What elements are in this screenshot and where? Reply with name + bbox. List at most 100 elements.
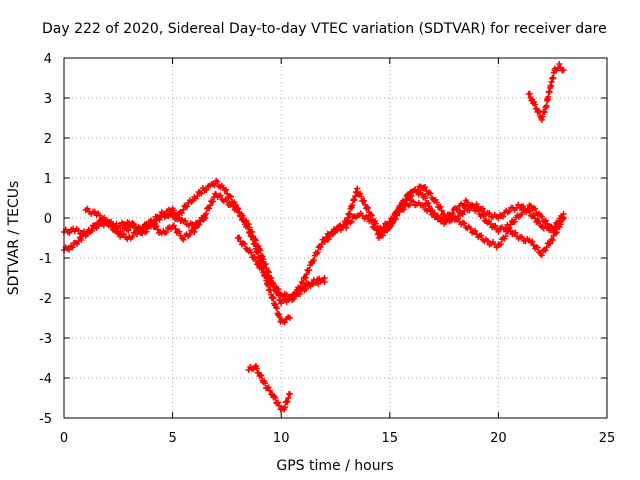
data-point — [263, 272, 270, 279]
data-point — [531, 101, 538, 108]
data-point — [506, 208, 513, 215]
data-point — [286, 391, 293, 397]
data-point — [357, 190, 364, 197]
data-point — [542, 247, 549, 254]
data-point — [464, 199, 471, 206]
data-point — [251, 253, 258, 260]
data-point — [88, 227, 95, 234]
data-point — [406, 201, 413, 208]
data-point — [425, 200, 432, 207]
chart-title: Day 222 of 2020, Sidereal Day-to-day VTE… — [42, 21, 607, 37]
data-point — [75, 237, 82, 244]
data-point — [390, 216, 397, 223]
data-point — [257, 247, 264, 254]
data-point — [167, 208, 174, 215]
data-point — [422, 184, 429, 191]
data-point — [309, 280, 316, 287]
data-point — [478, 232, 485, 239]
data-point — [487, 221, 494, 228]
data-point — [254, 261, 261, 268]
data-point — [178, 210, 185, 217]
data-point — [276, 402, 283, 409]
data-point — [343, 224, 350, 231]
data-point — [512, 229, 519, 236]
data-point — [361, 197, 368, 204]
data-point — [397, 204, 404, 211]
data-point — [162, 211, 169, 218]
data-point — [101, 214, 108, 221]
series-satellite-arc-B — [61, 191, 328, 307]
data-point — [358, 193, 365, 200]
data-point — [203, 187, 210, 194]
data-point — [265, 269, 272, 276]
data-point — [306, 266, 313, 273]
data-point — [515, 201, 522, 208]
data-point — [389, 219, 396, 226]
data-point — [239, 212, 246, 219]
data-point — [211, 182, 218, 189]
data-point — [175, 211, 182, 218]
data-point — [369, 212, 376, 219]
data-point — [529, 238, 536, 245]
y-tick-label: -4 — [39, 372, 52, 387]
y-tick-label: -5 — [39, 412, 52, 427]
x-tick-label: 20 — [490, 431, 507, 446]
data-point — [321, 279, 328, 285]
data-point — [393, 212, 400, 219]
data-point — [524, 205, 531, 212]
data-point — [66, 246, 73, 253]
data-point — [386, 224, 393, 231]
data-point — [475, 206, 482, 213]
data-point — [422, 195, 429, 202]
series-satellite-arc-D — [234, 234, 328, 302]
data-point — [122, 222, 129, 229]
y-tick-label: 1 — [44, 172, 52, 187]
data-point — [129, 233, 136, 240]
data-point — [217, 192, 224, 199]
data-point — [538, 213, 545, 220]
grid — [64, 58, 607, 418]
data-point — [260, 256, 267, 263]
data-point — [253, 365, 260, 372]
data-point — [303, 271, 310, 278]
data-point — [449, 210, 456, 217]
data-point — [426, 203, 433, 210]
data-point — [552, 225, 559, 232]
data-point — [95, 222, 102, 229]
data-point — [447, 213, 454, 220]
data-point — [542, 217, 549, 224]
data-point — [433, 199, 440, 206]
data-point — [223, 197, 230, 204]
data-point — [289, 295, 296, 301]
data-point — [262, 261, 269, 268]
x-tick-label: 25 — [599, 431, 616, 446]
data-point — [299, 280, 306, 287]
data-point — [163, 229, 170, 236]
data-point — [191, 228, 198, 235]
data-point — [493, 244, 500, 251]
data-point — [557, 218, 564, 225]
data-point — [443, 217, 450, 224]
data-point — [549, 236, 556, 243]
series-satellite-arc-E — [245, 362, 293, 413]
data-point — [275, 286, 282, 293]
data-point — [543, 244, 550, 251]
data-point — [354, 185, 361, 192]
data-point — [234, 205, 241, 212]
data-point — [506, 224, 513, 231]
data-point — [198, 190, 205, 197]
data-point — [500, 213, 507, 220]
data-point — [434, 212, 441, 219]
data-point — [430, 210, 437, 217]
data-point — [252, 237, 259, 244]
data-point — [284, 398, 291, 405]
axis-ticks: 0 5 10 15 20 25 -5 -4 -3 -2 -1 0 1 2 3 4 — [39, 52, 615, 446]
data-point — [80, 228, 87, 235]
data-point — [226, 193, 233, 200]
data-point — [286, 315, 293, 321]
x-tick-label: 10 — [273, 431, 290, 446]
data-point — [437, 203, 444, 210]
data-point — [84, 205, 91, 212]
y-tick-label: 2 — [44, 132, 52, 147]
data-point — [341, 221, 348, 228]
